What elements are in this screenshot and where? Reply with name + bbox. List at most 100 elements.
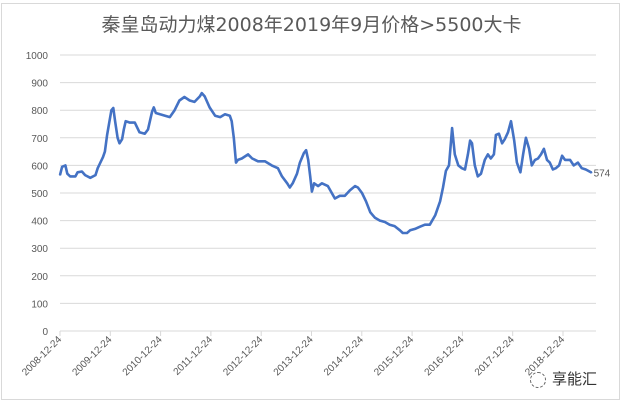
data-point: [354, 185, 356, 187]
data-point: [133, 121, 136, 124]
data-point: [281, 175, 283, 178]
data-point: [414, 228, 416, 230]
data-point: [291, 182, 294, 185]
data-point: [522, 153, 524, 156]
data-point: [112, 107, 115, 109]
x-tick-label: 2014-12-24: [322, 334, 366, 378]
chart-frame: [1, 3, 620, 400]
data-point: [580, 167, 583, 169]
data-point: [229, 114, 231, 117]
data-point: [445, 170, 447, 172]
data-point: [74, 175, 77, 178]
data-point: [369, 211, 372, 214]
data-point: [428, 223, 431, 226]
data-point: [159, 113, 161, 116]
x-tick-label: 2011-12-24: [172, 334, 216, 378]
x-tick-label: 2015-12-24: [372, 334, 416, 378]
data-point: [480, 172, 482, 175]
data-point: [230, 120, 233, 123]
data-point: [543, 148, 545, 150]
data-point: [164, 114, 166, 117]
data-point: [507, 131, 509, 134]
data-point: [327, 185, 329, 187]
data-point: [235, 161, 237, 164]
data-point: [124, 120, 127, 123]
data-point: [401, 232, 404, 234]
data-point: [201, 92, 203, 94]
data-point: [264, 160, 266, 163]
data-point: [384, 221, 386, 223]
data-point: [173, 109, 176, 111]
data-point: [110, 109, 113, 111]
y-tick-label: 800: [31, 106, 48, 117]
data-point: [439, 200, 441, 203]
data-point: [116, 137, 119, 139]
data-point: [519, 171, 522, 174]
data-point: [247, 153, 249, 156]
y-tick-label: 900: [31, 79, 48, 90]
data-point: [66, 172, 69, 175]
data-point: [561, 154, 563, 157]
data-point: [224, 113, 226, 116]
data-point: [240, 157, 243, 160]
data-point: [498, 132, 500, 135]
data-point: [534, 159, 536, 161]
data-point: [489, 157, 492, 160]
data-point: [409, 229, 411, 232]
data-point: [122, 128, 125, 131]
data-point: [147, 128, 149, 131]
data-point: [108, 123, 110, 125]
y-tick-label: 1000: [26, 51, 49, 62]
data-point: [393, 225, 396, 227]
data-point: [531, 164, 533, 167]
data-point: [448, 164, 450, 167]
data-point: [193, 101, 196, 103]
data-point: [208, 106, 211, 109]
data-point: [102, 156, 104, 158]
data-point: [419, 225, 421, 228]
data-point: [321, 182, 323, 185]
data-point: [365, 200, 367, 203]
data-point: [484, 159, 486, 161]
data-point: [549, 161, 551, 164]
data-point: [516, 161, 518, 164]
data-point: [399, 229, 401, 232]
data-point: [89, 177, 92, 179]
data-point: [129, 121, 131, 124]
data-point: [232, 137, 235, 139]
data-point: [84, 174, 86, 176]
wechat-logo-icon: [530, 371, 546, 388]
data-point: [296, 172, 298, 175]
data-point: [98, 163, 101, 165]
data-point: [309, 175, 312, 178]
data-point: [457, 164, 460, 167]
data-point: [424, 223, 426, 226]
data-point: [203, 95, 206, 98]
data-point: [540, 153, 542, 156]
data-point: [118, 142, 121, 145]
data-point: [251, 157, 254, 160]
data-point: [307, 159, 309, 161]
data-point: [349, 189, 351, 192]
data-point: [61, 165, 63, 168]
data-point: [577, 161, 579, 164]
watermark: 享能汇: [530, 368, 597, 389]
data-point: [361, 192, 363, 194]
y-tick-label: 700: [31, 134, 48, 145]
data-point: [289, 186, 291, 189]
data-point: [537, 157, 539, 160]
data-point: [64, 164, 67, 167]
data-point: [286, 182, 289, 185]
y-tick-label: 300: [31, 244, 48, 255]
y-tick-label: 200: [31, 272, 48, 283]
data-point: [76, 171, 79, 174]
data-point: [569, 159, 571, 161]
data-point: [471, 142, 473, 145]
y-tick-label: 500: [31, 189, 48, 200]
data-point: [572, 164, 575, 167]
data-point: [168, 116, 171, 118]
data-point: [305, 149, 307, 152]
data-point: [214, 114, 216, 117]
data-point: [525, 137, 527, 139]
